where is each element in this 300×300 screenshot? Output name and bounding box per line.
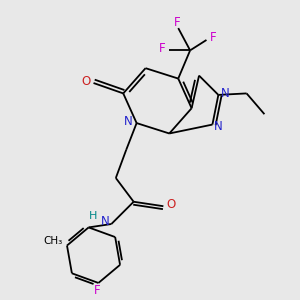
Text: F: F <box>94 284 100 297</box>
Text: O: O <box>82 75 91 88</box>
Text: N: N <box>214 120 223 133</box>
Text: F: F <box>159 42 165 56</box>
Text: F: F <box>210 31 216 44</box>
Text: N: N <box>124 115 133 128</box>
Text: CH₃: CH₃ <box>43 236 62 246</box>
Text: O: O <box>166 198 176 211</box>
Text: H: H <box>89 211 97 221</box>
Text: N: N <box>100 215 109 228</box>
Text: F: F <box>173 16 180 29</box>
Text: N: N <box>220 87 229 100</box>
